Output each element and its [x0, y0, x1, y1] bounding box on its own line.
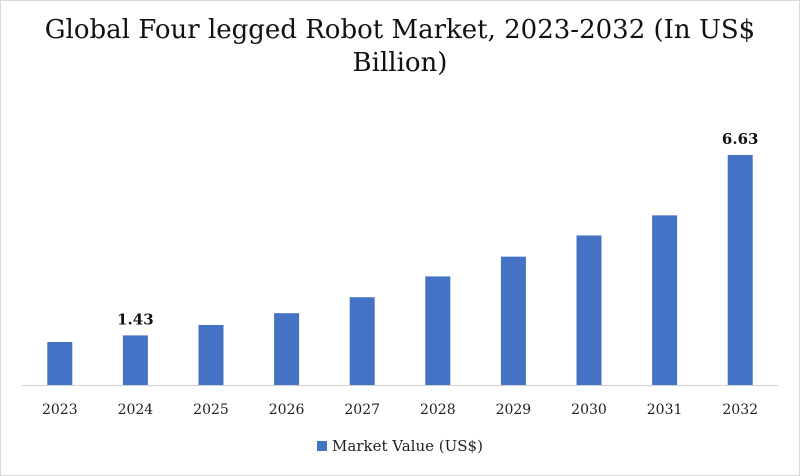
bar-2025	[198, 324, 224, 385]
x-tick-2025: 2025	[193, 402, 229, 418]
bar-2032	[727, 155, 753, 385]
x-tick-2029: 2029	[496, 402, 532, 418]
bar-2023	[47, 341, 73, 385]
data-label-2024: 1.43	[117, 310, 154, 328]
legend-label: Market Value (US$)	[332, 437, 483, 455]
x-tick-2023: 2023	[42, 402, 78, 418]
bar-2030	[576, 235, 602, 385]
x-tick-2031: 2031	[647, 402, 683, 418]
legend: Market Value (US$)	[0, 437, 800, 455]
chart-title: Global Four legged Robot Market, 2023-20…	[44, 15, 756, 78]
x-tick-2028: 2028	[420, 402, 456, 418]
bar-2029	[500, 256, 526, 385]
bar-2028	[425, 276, 451, 385]
bar-2026	[274, 313, 300, 385]
bar-2031	[652, 215, 678, 385]
x-tick-2026: 2026	[269, 402, 305, 418]
x-tick-2030: 2030	[571, 402, 607, 418]
bar-2027	[349, 297, 375, 385]
x-tick-2027: 2027	[344, 402, 380, 418]
legend-swatch	[317, 441, 328, 451]
data-label-2032: 6.63	[722, 130, 759, 148]
data-labels: 1.43 6.63	[117, 130, 758, 328]
bar-2024	[122, 335, 148, 385]
bars-group	[47, 155, 753, 385]
x-tick-labels: 2023 2024 2025 2026 2027 2028 2029 2030 2031 2032	[42, 402, 758, 418]
x-tick-2024: 2024	[118, 402, 154, 418]
x-tick-2032: 2032	[722, 402, 758, 418]
